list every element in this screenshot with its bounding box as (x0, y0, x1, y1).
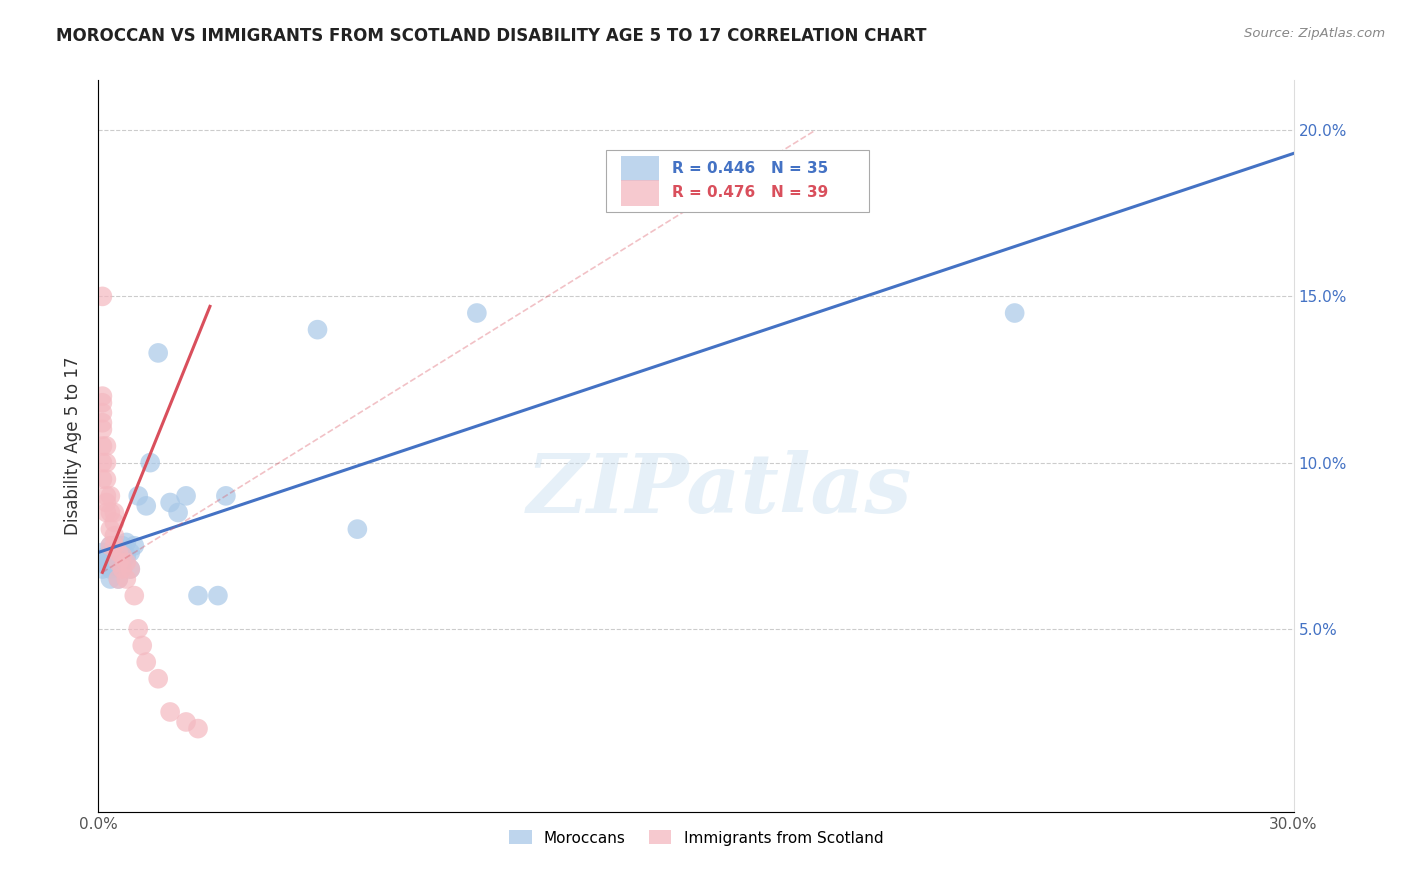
Point (91, 406, 114, 420)
Point (103, 506, 125, 520)
Point (98, 522, 122, 536)
Point (465, 306, 488, 320)
Text: Source: ZipAtlas.com: Source: ZipAtlas.com (1244, 27, 1385, 40)
Point (91, 472, 114, 486)
Point (111, 539, 134, 553)
Point (96, 489, 118, 503)
Point (96, 549, 118, 563)
Point (103, 558, 125, 573)
Point (91, 289, 114, 303)
Point (91, 396, 114, 410)
Y-axis label: Disability Age 5 to 17: Disability Age 5 to 17 (65, 357, 83, 535)
Point (148, 346, 170, 360)
Point (1004, 306, 1026, 320)
Point (96, 456, 118, 470)
Point (131, 639, 153, 653)
Point (135, 499, 157, 513)
Point (120, 562, 142, 576)
Point (91, 422, 114, 436)
Point (187, 722, 209, 736)
Point (115, 535, 138, 549)
Text: MOROCCAN VS IMMIGRANTS FROM SCOTLAND DISABILITY AGE 5 TO 17 CORRELATION CHART: MOROCCAN VS IMMIGRANTS FROM SCOTLAND DIS… (56, 27, 927, 45)
Point (120, 562, 142, 576)
Point (96, 558, 118, 573)
Point (115, 572, 138, 586)
Point (96, 506, 118, 520)
Point (167, 506, 190, 520)
Point (124, 589, 146, 603)
Point (91, 562, 114, 576)
Point (187, 589, 209, 603)
Point (159, 495, 181, 509)
Point (115, 549, 138, 563)
Point (91, 545, 114, 559)
Text: R = 0.476   N = 39: R = 0.476 N = 39 (672, 186, 828, 201)
FancyBboxPatch shape (620, 155, 659, 181)
Point (96, 439, 118, 453)
Point (174, 714, 197, 729)
Point (111, 549, 134, 563)
Point (111, 555, 134, 569)
Point (159, 705, 181, 719)
FancyBboxPatch shape (606, 150, 869, 212)
Point (98, 572, 122, 586)
Point (124, 539, 146, 553)
Point (215, 489, 238, 503)
Text: ZIPatlas: ZIPatlas (527, 450, 912, 530)
Point (91, 389, 114, 403)
Point (139, 456, 162, 470)
Point (103, 539, 125, 553)
Point (111, 562, 134, 576)
Point (98, 539, 122, 553)
Point (98, 489, 122, 503)
Point (107, 542, 129, 557)
Point (91, 555, 114, 569)
Point (91, 439, 114, 453)
Point (98, 506, 122, 520)
Point (120, 545, 142, 559)
Point (98, 539, 122, 553)
Text: R = 0.446   N = 35: R = 0.446 N = 35 (672, 161, 828, 176)
Point (207, 589, 229, 603)
Legend: Moroccans, Immigrants from Scotland: Moroccans, Immigrants from Scotland (502, 824, 890, 852)
Point (107, 572, 129, 586)
Point (135, 655, 157, 669)
Point (174, 489, 197, 503)
Point (107, 545, 129, 559)
Point (103, 529, 125, 543)
Point (103, 516, 125, 530)
Point (115, 555, 138, 569)
Point (96, 495, 118, 509)
Point (91, 416, 114, 430)
FancyBboxPatch shape (620, 180, 659, 206)
Point (96, 472, 118, 486)
Point (91, 456, 114, 470)
Point (98, 555, 122, 569)
Point (127, 622, 149, 636)
Point (127, 489, 149, 503)
Point (103, 545, 125, 559)
Point (98, 562, 122, 576)
Point (107, 555, 129, 569)
Point (103, 552, 125, 566)
Point (148, 672, 170, 686)
Point (346, 522, 368, 536)
Point (107, 572, 129, 586)
Point (307, 323, 329, 337)
